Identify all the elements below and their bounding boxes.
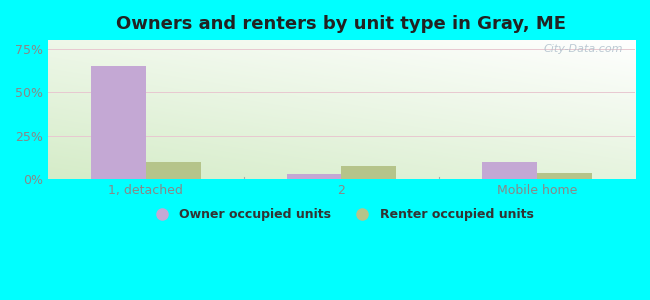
Bar xyxy=(146,162,200,179)
Title: Owners and renters by unit type in Gray, ME: Owners and renters by unit type in Gray,… xyxy=(116,15,566,33)
Bar xyxy=(341,166,396,179)
Legend: Owner occupied units, Renter occupied units: Owner occupied units, Renter occupied un… xyxy=(144,203,539,226)
Bar xyxy=(482,162,537,179)
Bar xyxy=(287,174,341,179)
Bar xyxy=(91,66,146,179)
Bar xyxy=(537,172,592,179)
Text: City-Data.com: City-Data.com xyxy=(544,44,623,54)
